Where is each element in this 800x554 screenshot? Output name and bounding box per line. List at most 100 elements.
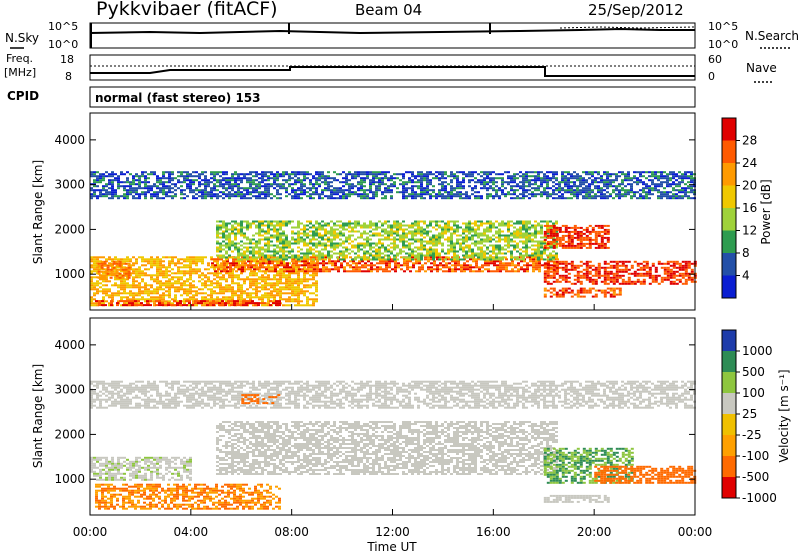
power-cell (232, 260, 235, 263)
power-cell (375, 185, 378, 188)
power-cell (255, 264, 258, 267)
power-cell (276, 234, 279, 237)
power-cell (333, 224, 336, 227)
power-cell (384, 230, 387, 233)
power-cell (388, 262, 391, 265)
power-cell (435, 197, 438, 200)
power-cell (303, 290, 306, 293)
power-cell (418, 270, 421, 273)
power-cell (108, 262, 111, 265)
power-cell (361, 266, 364, 269)
power-cell (318, 242, 321, 245)
power-cell (573, 183, 576, 186)
power-cell (112, 266, 116, 269)
power-cell (367, 264, 370, 267)
power-cell (471, 248, 474, 251)
power-cell (240, 264, 243, 267)
power-cell (216, 236, 219, 239)
power-cell (216, 195, 219, 198)
power-cell (138, 294, 141, 297)
power-cell (438, 220, 441, 223)
power-cell (123, 193, 126, 196)
power-cell (400, 256, 403, 259)
power-cell (666, 195, 669, 198)
power-cell (273, 294, 276, 297)
power-cell (349, 270, 352, 273)
power-cell (532, 258, 535, 261)
power-cell (237, 189, 240, 192)
power-cell (291, 284, 294, 287)
power-cell (207, 276, 210, 279)
power-cell (162, 300, 165, 303)
power-cell (179, 304, 182, 307)
power-cell (261, 276, 264, 279)
power-cell (228, 272, 231, 275)
power-cell (261, 280, 264, 283)
power-cell (123, 270, 126, 273)
power-cell (324, 232, 327, 235)
power-cell (588, 187, 591, 190)
power-cell (204, 181, 207, 184)
power-cell (660, 173, 663, 176)
power-cell (138, 179, 141, 182)
power-cell (138, 292, 141, 295)
power-cell (246, 238, 249, 241)
power-cell (176, 302, 179, 305)
power-cell (131, 300, 134, 303)
power-cell (138, 272, 141, 275)
power-cell (165, 171, 168, 174)
power-cell (264, 248, 267, 251)
power-cell (93, 276, 96, 279)
power-cell (282, 256, 285, 259)
power-cell (378, 185, 381, 188)
power-cell (462, 197, 465, 200)
power-cell (182, 304, 185, 307)
power-cell (342, 256, 345, 259)
power-cell (312, 292, 315, 295)
power-cell (322, 260, 325, 263)
power-cell (324, 242, 327, 245)
power-cell (162, 296, 165, 299)
power-cell (261, 248, 264, 251)
power-cell (165, 276, 168, 279)
power-cell (366, 244, 369, 247)
power-cell (460, 268, 463, 271)
power-cell (402, 246, 405, 249)
power-cell (555, 177, 558, 180)
power-cell (297, 258, 300, 261)
power-cell (384, 238, 387, 241)
power-cell (267, 226, 270, 229)
power-cell (408, 224, 411, 227)
power-cell (663, 177, 666, 180)
power-cell (354, 252, 357, 255)
power-cell (93, 173, 96, 176)
power-cell (101, 300, 104, 303)
power-cell (96, 262, 99, 265)
power-cell (339, 220, 342, 223)
power-cell (150, 284, 153, 287)
power-cell (441, 236, 444, 239)
power-cell (162, 272, 165, 275)
power-cell (123, 173, 126, 176)
power-cell (177, 280, 180, 283)
power-cell (540, 195, 543, 198)
power-cell (312, 183, 315, 186)
power-cell (516, 183, 519, 186)
power-cell (258, 185, 261, 188)
power-cell (123, 282, 126, 285)
power-cell (264, 280, 267, 283)
power-cell (390, 183, 393, 186)
power-cell (240, 278, 243, 281)
power-cell (201, 173, 204, 176)
power-cell (291, 232, 294, 235)
power-cell (240, 292, 243, 295)
power-cell (300, 280, 303, 283)
power-cell (333, 248, 336, 251)
power-cell (573, 171, 576, 174)
power-cell (216, 230, 219, 233)
power-cell (258, 195, 261, 198)
power-cell (387, 230, 390, 233)
power-cell (432, 248, 435, 251)
power-cell (279, 232, 282, 235)
power-cell (168, 292, 171, 295)
